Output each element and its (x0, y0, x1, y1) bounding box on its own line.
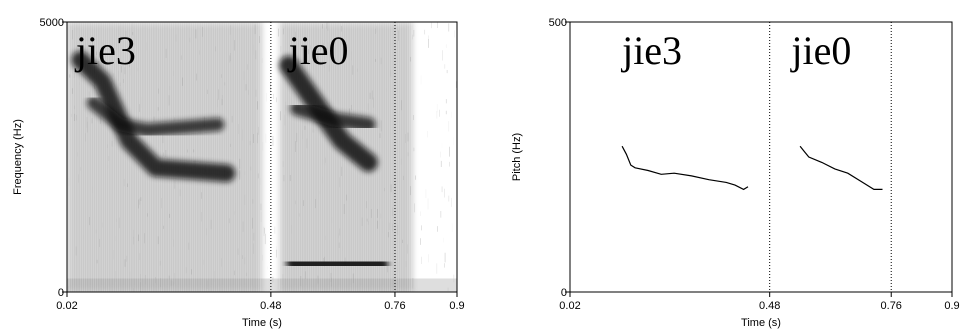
pitch-y-axis-label: Pitch (Hz) (511, 133, 523, 181)
spectrogram-image (67, 22, 457, 292)
pitch-contour-line (799, 145, 883, 190)
pitch-syllable-labels: jie3 jie0 (620, 28, 851, 73)
pitch-x-tick-label: 0.9 (944, 300, 959, 312)
spectrogram-formant-band (286, 251, 389, 276)
spectrogram-x-tick-label: 0.02 (56, 300, 77, 312)
spectrogram-formant-band (71, 51, 236, 182)
spectrogram-syllable-label: jie0 (287, 28, 349, 73)
pitch-contour-line (621, 145, 749, 191)
pitch-ticks: 0.02 0.48 0.76 0.9 0 500 (549, 17, 960, 312)
spectrogram-y-tick-label: 0 (58, 287, 64, 299)
pitch-frame (569, 21, 953, 293)
pitch-x-axis-label: Time (s) (741, 317, 781, 329)
pitch-contours (621, 145, 883, 191)
pitch-boundaries (769, 22, 892, 292)
spectrogram-ticks: 0.02 0.48 0.76 0.9 0 5000 (40, 17, 465, 312)
spectrogram-x-tick-label: 0.76 (384, 300, 405, 312)
spectrogram-formant-band (290, 101, 376, 132)
pitch-x-tick-label: 0.76 (881, 300, 902, 312)
spectrogram-x-tick-label: 0.48 (260, 300, 281, 312)
spectrogram-syllable-label: jie3 (74, 28, 136, 73)
spectrogram-voiced-region (279, 22, 413, 292)
pitch-y-tick-label: 0 (561, 287, 567, 299)
spectrogram-syllable-labels: jie3 jie0 (74, 28, 349, 73)
spectrogram-y-axis-label: Frequency (Hz) (12, 119, 24, 195)
spectrogram-y-tick-label: 5000 (40, 17, 64, 29)
spectrogram-x-tick-label: 0.9 (449, 300, 464, 312)
pitch-y-tick-label: 500 (549, 17, 567, 29)
spectrogram-frame (66, 21, 458, 293)
pitch-panel: jie3 jie0 0.02 0.48 0.76 0.9 0 500 Time (s) Pi… (511, 17, 960, 329)
spectrogram-x-axis-label: Time (s) (242, 317, 282, 329)
spectrogram-panel: jie3 jie0 0.02 0.48 0.76 0.9 0 5000 Time (s) F… (12, 17, 465, 329)
pitch-x-tick-label: 0.48 (759, 300, 780, 312)
pitch-x-tick-label: 0.02 (559, 300, 580, 312)
pitch-syllable-label: jie3 (620, 28, 682, 73)
pitch-syllable-label: jie0 (789, 28, 851, 73)
spectrogram-formant-band (87, 96, 225, 137)
spectrogram-boundaries (270, 22, 396, 292)
